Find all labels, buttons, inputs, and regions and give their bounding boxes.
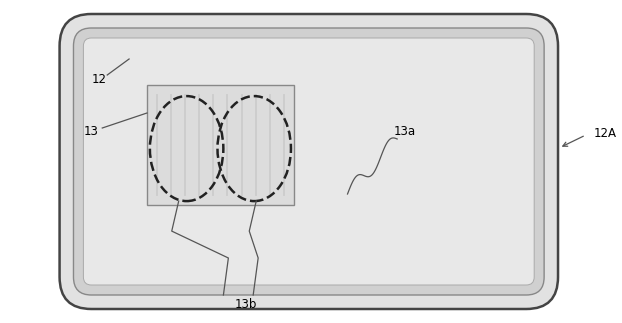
Text: 13b: 13b — [235, 298, 258, 311]
FancyBboxPatch shape — [73, 28, 544, 295]
Text: 13a: 13a — [394, 124, 416, 138]
Bar — [147, 85, 294, 205]
Text: 13: 13 — [84, 124, 99, 138]
FancyBboxPatch shape — [60, 14, 558, 309]
Text: 12: 12 — [92, 72, 107, 86]
Text: 12A: 12A — [594, 127, 617, 140]
FancyBboxPatch shape — [83, 38, 534, 285]
